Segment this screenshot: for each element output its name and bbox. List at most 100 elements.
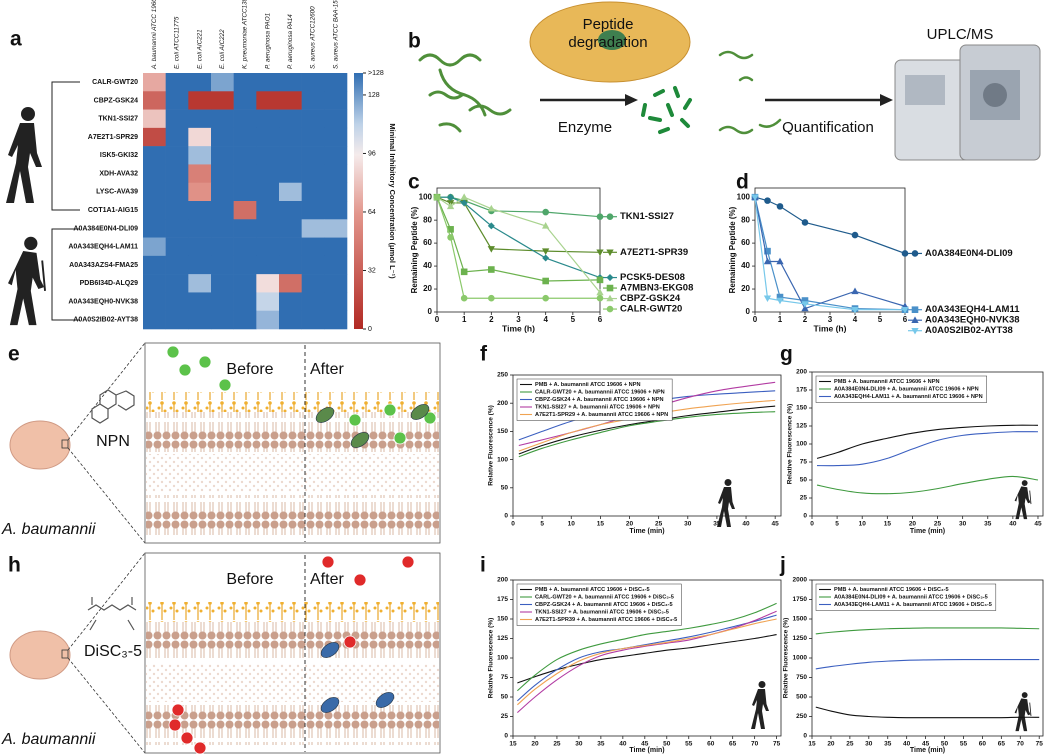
y-tick-label: 20 [741, 284, 750, 293]
x-tick-label: 15 [884, 521, 892, 528]
y-axis-label: Remaining Peptide (%) [410, 206, 419, 293]
probe-molecule [171, 703, 185, 717]
marker [488, 294, 495, 302]
heatmap-cell [256, 219, 280, 238]
lineage-tree [51, 81, 80, 321]
heatmap-cell [165, 73, 189, 92]
marker [801, 304, 809, 312]
step-label: Peptide degradation [568, 16, 647, 51]
y-tick-label: 200 [497, 400, 508, 407]
marker [764, 197, 771, 204]
heatmap-cell [256, 255, 280, 275]
inner-membrane [146, 705, 439, 745]
x-tick-label: 5 [835, 521, 839, 528]
marker [433, 193, 441, 201]
marker [901, 250, 909, 257]
heatmap-cell [211, 237, 234, 257]
x-tick-label: 6 [903, 315, 908, 324]
series-line [517, 618, 777, 706]
heatmap-cell [233, 73, 257, 92]
series-line [517, 602, 777, 692]
y-tick-label: 150 [497, 616, 508, 623]
y-tick-label: 1000 [793, 655, 808, 662]
y-axis-label: Relative Fluorescence (%) [787, 404, 794, 485]
y-tick-label: 25 [501, 713, 509, 720]
legend-box [516, 378, 673, 421]
arrows [540, 94, 893, 106]
heatmap-cell [233, 237, 257, 257]
y-tick-label: 40 [741, 261, 750, 270]
x-tick-label: 45 [772, 521, 780, 528]
periplasm [146, 454, 439, 492]
y-tick-label: 1250 [793, 635, 808, 642]
outer-membrane [146, 412, 439, 452]
column-label: A. baumannii ATCC 19606 [151, 0, 158, 70]
y-tick-label: 75 [501, 674, 509, 681]
legend-label: PMB + A. baumannii ATCC 19606 + NPN [535, 382, 640, 388]
probe-molecule [348, 413, 362, 427]
after-label: After [310, 571, 344, 588]
heatmap-cell [211, 73, 234, 92]
heatmap-cell [143, 292, 166, 312]
panel-label: d [736, 171, 749, 194]
marker [460, 268, 468, 276]
heatmap-cell [143, 255, 166, 275]
heatmap-cell [211, 91, 234, 110]
legend-label: A0A343EQH4-LAM11 [925, 304, 1020, 315]
legend-label: PMB + A. baumannii ATCC 19606 + NPN [834, 379, 939, 385]
x-tick-label: 60 [707, 741, 715, 748]
peptide [410, 404, 430, 420]
x-tick-label: 55 [685, 741, 693, 748]
row-label: ISK5-GKI32 [100, 152, 138, 159]
probe-structure [87, 597, 137, 631]
probe-label: NPN [96, 433, 130, 450]
legend-label: A7E2T1-SPR39 + A. baumannii ATCC 19606 +… [535, 617, 677, 623]
heatmap-cell [233, 127, 257, 147]
heatmap-cell [256, 73, 280, 92]
series-line [436, 196, 601, 282]
x-tick-label: 70 [751, 741, 759, 748]
x-tick-label: 25 [846, 741, 854, 748]
marker [487, 246, 495, 253]
heatmap-cell [324, 237, 348, 257]
zoom-marker [61, 649, 69, 659]
x-axis-label: Time (min) [910, 747, 945, 754]
x-tick-label: 3 [828, 315, 833, 324]
inner-membrane [146, 495, 439, 535]
heatmap-cell [256, 274, 280, 293]
series-line [754, 197, 905, 311]
marker [596, 276, 604, 284]
colorbar-tick-label: 32 [368, 267, 376, 274]
y-axis-label: Relative Fluorescence (%) [488, 405, 495, 486]
legend-label: A0A384E0N4-DLI09 + A. baumannii ATCC 196… [834, 386, 979, 392]
instrument-label: UPLC/MS [927, 26, 994, 43]
x-tick-label: 20 [827, 741, 835, 748]
y-tick-label: 150 [497, 428, 508, 435]
x-tick-label: 45 [1034, 521, 1042, 528]
colorbar-tick-label: 96 [368, 150, 376, 157]
probe-molecule [423, 411, 437, 425]
heatmap-cell [211, 182, 234, 202]
legend-marker [911, 316, 919, 323]
ancient-human-icon [6, 235, 47, 327]
y-tick-label: 60 [423, 238, 432, 247]
organism-label: A. baumannii [1, 521, 96, 538]
y-tick-label: 100 [796, 441, 807, 448]
marker [596, 288, 604, 296]
y-tick-label: 125 [497, 635, 508, 642]
y-tick-label: 0 [803, 733, 807, 740]
heatmap-cell [165, 164, 189, 184]
probe-molecule [393, 431, 407, 445]
arrow-label: Enzyme [558, 119, 612, 136]
heatmap-cell [143, 182, 166, 202]
x-tick-label: 35 [884, 741, 892, 748]
heatmap-cell [165, 274, 189, 293]
legend-label: A0A384E0N4-DLI09 [925, 248, 1013, 259]
legend-marker [911, 306, 919, 314]
probe-molecule [343, 635, 357, 649]
after-label: After [310, 361, 344, 378]
x-tick-label: 10 [859, 521, 867, 528]
y-tick-label: 25 [800, 495, 808, 502]
marker [447, 234, 454, 241]
heatmap-cell [324, 201, 348, 220]
